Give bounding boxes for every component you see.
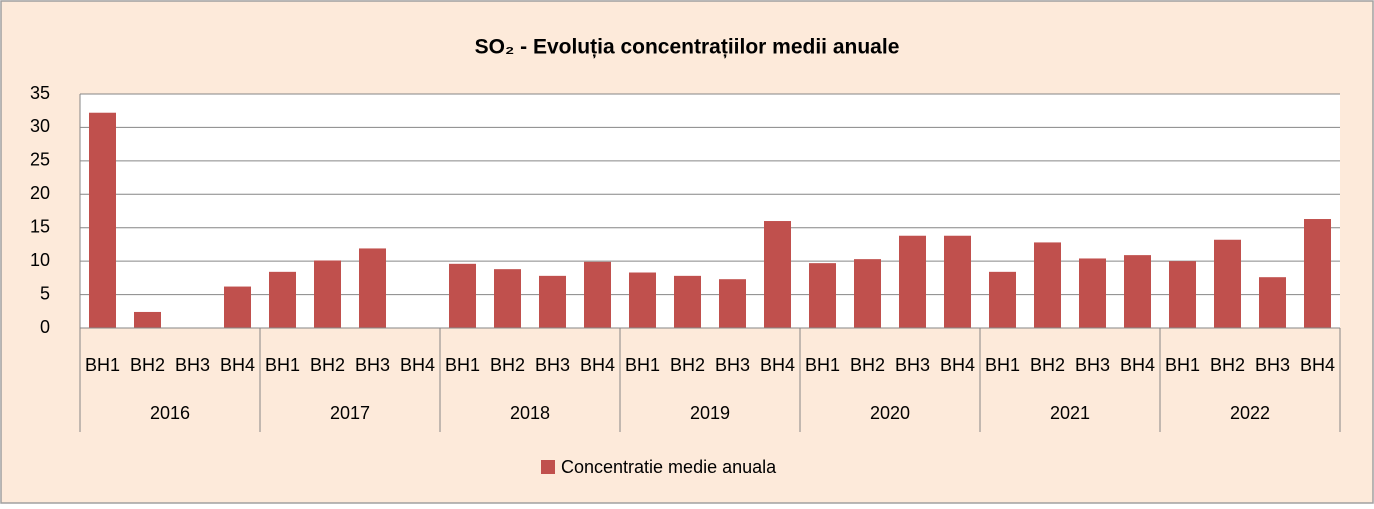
y-tick-label: 20	[30, 183, 50, 203]
group-label: 2019	[690, 403, 730, 423]
y-tick-label: 35	[30, 83, 50, 103]
bar	[494, 269, 521, 328]
y-tick-label: 0	[40, 317, 50, 337]
x-tick-label: BH4	[760, 355, 795, 375]
bar	[1034, 242, 1061, 328]
x-tick-label: BH3	[355, 355, 390, 375]
bar	[899, 235, 926, 328]
x-tick-label: BH3	[1075, 355, 1110, 375]
x-tick-label: BH1	[625, 355, 660, 375]
legend-swatch	[541, 460, 555, 474]
bar	[539, 275, 566, 328]
bar	[674, 275, 701, 328]
bar	[1259, 277, 1286, 328]
group-label: 2018	[510, 403, 550, 423]
bar	[584, 261, 611, 328]
bar	[449, 263, 476, 328]
x-tick-label: BH2	[850, 355, 885, 375]
x-tick-label: BH3	[175, 355, 210, 375]
bar	[1304, 219, 1331, 328]
group-label: 2016	[150, 403, 190, 423]
x-tick-label: BH3	[1255, 355, 1290, 375]
bar	[854, 259, 881, 328]
bar	[134, 311, 161, 328]
group-label: 2022	[1230, 403, 1270, 423]
bar	[314, 260, 341, 328]
bar	[224, 286, 251, 328]
bar	[1124, 255, 1151, 328]
group-label: 2020	[870, 403, 910, 423]
x-tick-label: BH1	[265, 355, 300, 375]
x-tick-label: BH4	[580, 355, 615, 375]
bar	[1079, 258, 1106, 328]
x-tick-label: BH2	[490, 355, 525, 375]
x-tick-label: BH3	[895, 355, 930, 375]
bar	[1214, 239, 1241, 328]
group-label: 2017	[330, 403, 370, 423]
y-tick-label: 30	[30, 116, 50, 136]
group-label: 2021	[1050, 403, 1090, 423]
x-tick-label: BH1	[85, 355, 120, 375]
y-tick-label: 25	[30, 150, 50, 170]
x-tick-label: BH2	[670, 355, 705, 375]
x-tick-label: BH1	[445, 355, 480, 375]
x-tick-label: BH3	[535, 355, 570, 375]
bar	[989, 271, 1016, 328]
bar	[719, 279, 746, 328]
x-tick-label: BH3	[715, 355, 750, 375]
y-tick-label: 15	[30, 216, 50, 236]
y-tick-label: 10	[30, 250, 50, 270]
x-tick-label: BH1	[985, 355, 1020, 375]
x-tick-label: BH4	[400, 355, 435, 375]
legend-label: Concentratie medie anuala	[561, 457, 777, 477]
x-tick-label: BH1	[805, 355, 840, 375]
y-tick-label: 5	[40, 283, 50, 303]
x-tick-label: BH2	[1210, 355, 1245, 375]
bar	[359, 248, 386, 328]
x-tick-label: BH2	[310, 355, 345, 375]
bar	[629, 272, 656, 328]
bar	[944, 235, 971, 328]
bar	[809, 263, 836, 328]
x-tick-label: BH4	[1120, 355, 1155, 375]
x-tick-label: BH1	[1165, 355, 1200, 375]
x-tick-label: BH4	[1300, 355, 1335, 375]
x-tick-label: BH4	[220, 355, 255, 375]
bar	[764, 221, 791, 328]
x-tick-label: BH4	[940, 355, 975, 375]
bar	[1169, 261, 1196, 328]
x-tick-label: BH2	[130, 355, 165, 375]
bar	[89, 112, 116, 328]
x-tick-label: BH2	[1030, 355, 1065, 375]
chart-title: SO₂ - Evoluția concentrațiilor medii anu…	[475, 36, 900, 59]
bar	[269, 271, 296, 328]
